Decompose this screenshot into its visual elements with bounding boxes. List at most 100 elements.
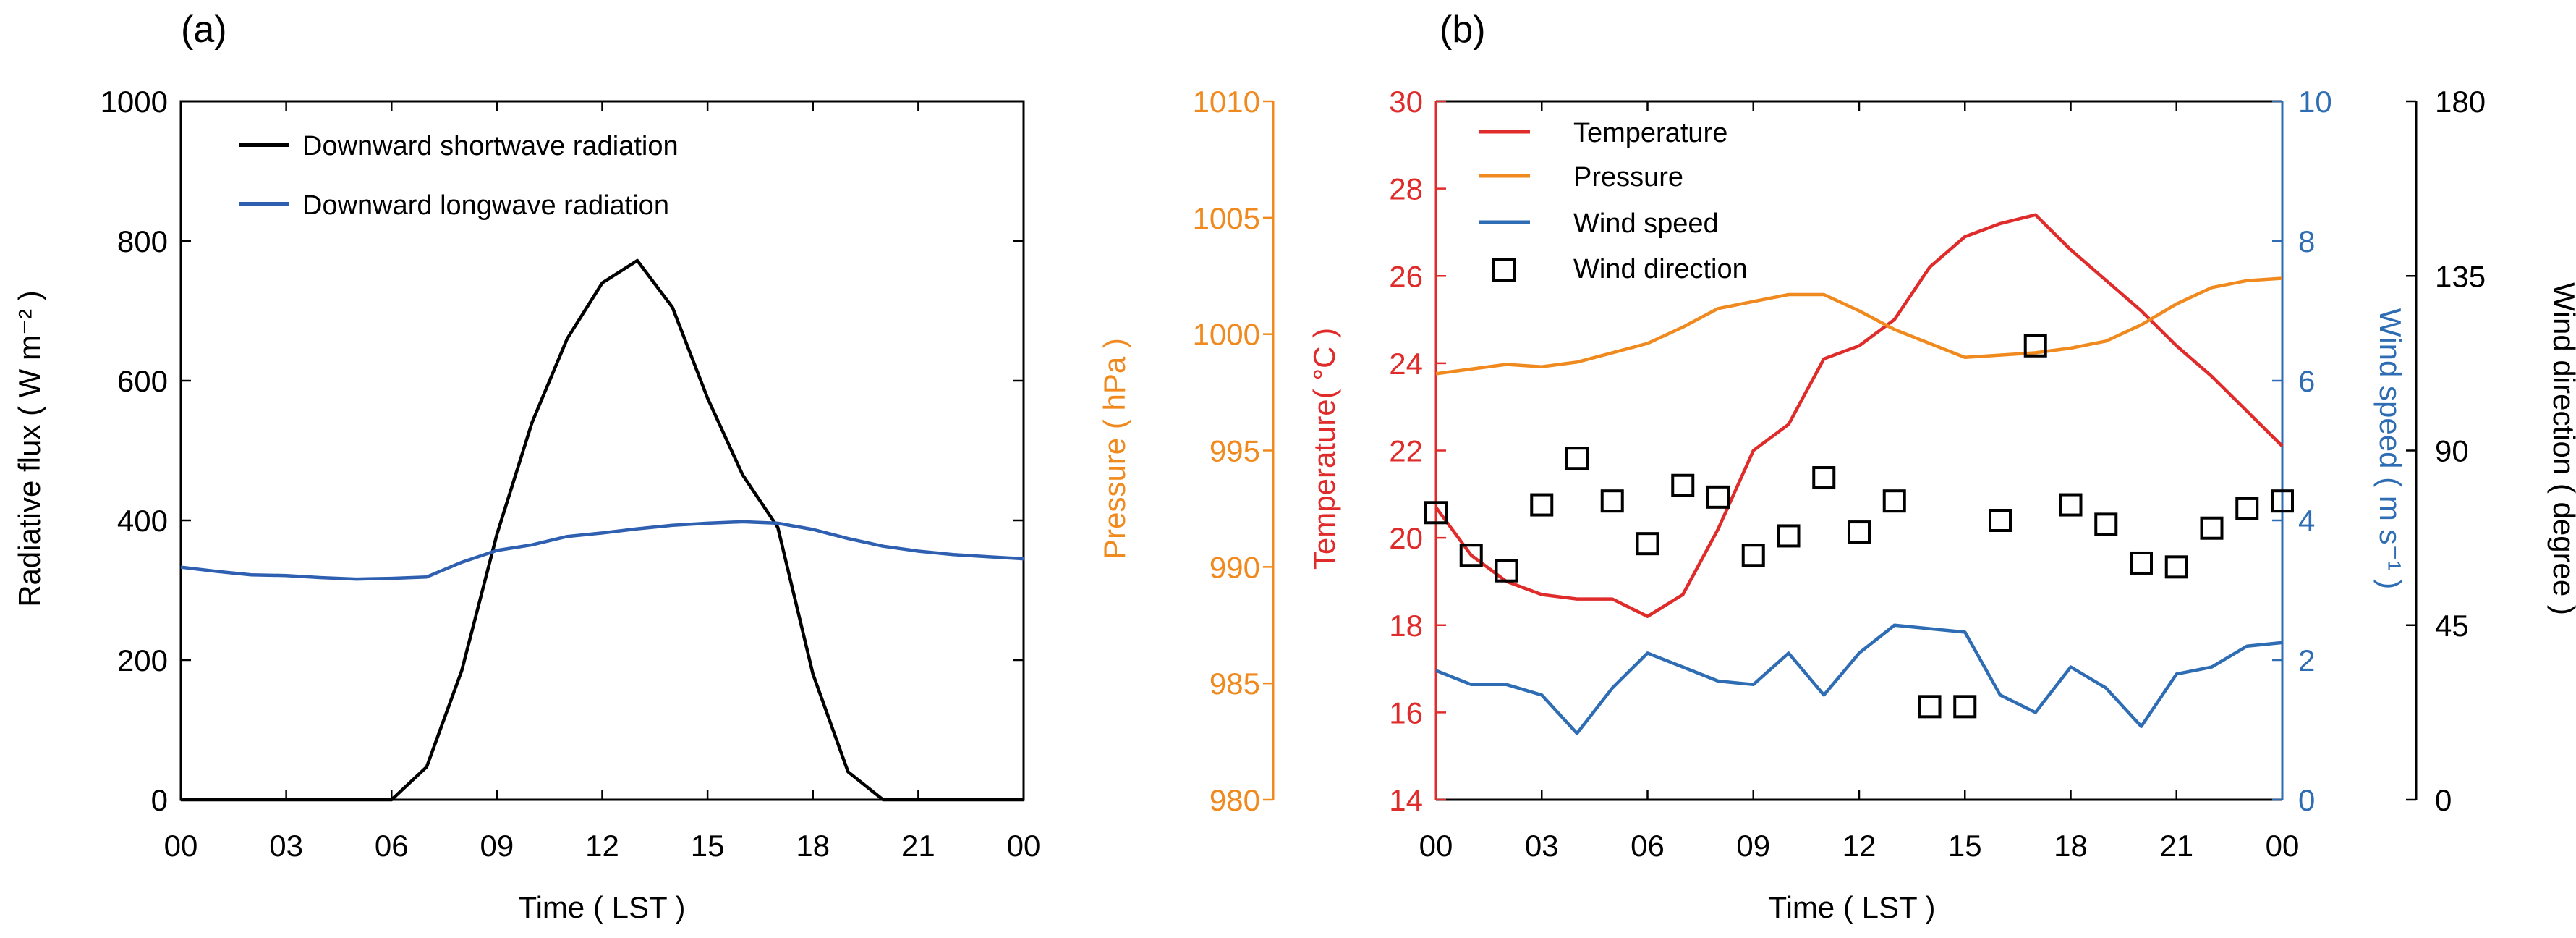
- wind-direction-marker: [1741, 544, 1765, 567]
- y-tick-label: 600: [117, 364, 168, 398]
- panel-b-label: (b): [1440, 9, 1486, 51]
- x-tick-label: 03: [269, 829, 303, 863]
- pressure-tick-label: 980: [1210, 783, 1260, 817]
- panel-b-wind-direction-markers: [1424, 334, 2294, 719]
- legend-wind-speed-label: Wind speed: [1573, 208, 1719, 239]
- wind-direction-tick-label: 0: [2435, 783, 2452, 817]
- wind-direction-marker: [2059, 493, 2083, 517]
- temperature-line: [1434, 213, 2284, 618]
- wind-direction-marker: [1989, 509, 2012, 532]
- x-tick-label: 21: [901, 829, 935, 863]
- wind-speed-tick-label: 10: [2298, 85, 2332, 119]
- wind-direction-marker: [1777, 524, 1801, 548]
- x-tick-label: 00: [2266, 829, 2300, 863]
- wind-direction-marker: [1530, 493, 1554, 517]
- wind-speed-tick-label: 2: [2298, 643, 2315, 677]
- wind-direction-marker: [1565, 447, 1589, 470]
- x-tick-label: 21: [2159, 829, 2193, 863]
- y-tick-label: 200: [117, 643, 168, 677]
- wind-direction-marker: [2271, 489, 2294, 513]
- legend-wind-direction-label: Wind direction: [1573, 254, 1748, 284]
- panel-a-legend: Downward shortwave radiation Downward lo…: [239, 131, 679, 221]
- legend-shortwave-label: Downward shortwave radiation: [302, 131, 679, 161]
- wind-speed-tick-label: 8: [2298, 224, 2315, 258]
- wind-direction-marker: [1953, 695, 1977, 719]
- panel-a-label: (a): [181, 9, 227, 51]
- wind-direction-tick-label: 135: [2435, 259, 2486, 293]
- y-tick-label: 0: [151, 783, 168, 817]
- longwave-radiation-line: [180, 520, 1024, 581]
- legend-pressure-label: Pressure: [1573, 162, 1683, 193]
- wind-direction-tick-label: 45: [2435, 609, 2469, 643]
- temperature-tick-label: 20: [1389, 521, 1423, 555]
- wind-direction-marker: [1882, 489, 1906, 513]
- wind-direction-marker: [1600, 489, 1624, 513]
- x-tick-label: 12: [1842, 829, 1876, 863]
- panel-a: 00 03 06 09 12 15 18 21 00 0 200 400 600 800 1000 Tim…: [12, 85, 1040, 924]
- x-tick-label: 12: [585, 829, 619, 863]
- wind-direction-marker: [1636, 532, 1659, 556]
- pressure-axis-label: Pressure ( hPa ): [1097, 338, 1131, 559]
- wind-direction-marker: [2130, 551, 2153, 575]
- legend-wind-direction-swatch: [1492, 258, 1516, 282]
- wind-direction-marker: [1671, 473, 1695, 497]
- x-tick-label: 06: [375, 829, 409, 863]
- pressure-line: [1435, 276, 2283, 376]
- temperature-tick-label: 30: [1389, 85, 1423, 119]
- wind-direction-marker: [1424, 501, 1448, 525]
- wind-direction-marker: [1848, 520, 1871, 544]
- panel-a-x-label: Time ( LST ): [518, 890, 685, 924]
- panel-a-x-axis: 00 03 06 09 12 15 18 21 00: [164, 101, 1041, 863]
- panel-b-legend: Temperature Pressure Wind speed Wind dir…: [1479, 118, 1748, 284]
- wind-direction-marker: [1495, 559, 1518, 583]
- pressure-tick-label: 995: [1210, 434, 1260, 468]
- x-tick-label: 00: [1419, 829, 1453, 863]
- pressure-tick-label: 1010: [1193, 85, 1260, 119]
- panel-b-axes: 00 03 06 09 12 15 18 21 009809859909951000100510…: [1193, 85, 2486, 863]
- x-tick-label: 00: [164, 829, 198, 863]
- x-tick-label: 15: [1948, 829, 1982, 863]
- wind-speed-tick-label: 0: [2298, 783, 2315, 817]
- wind-direction-marker: [2235, 497, 2259, 520]
- wind-speed-tick-label: 6: [2298, 364, 2315, 398]
- x-tick-label: 03: [1525, 829, 1559, 863]
- temperature-tick-label: 14: [1389, 783, 1423, 817]
- x-tick-label: 18: [796, 829, 830, 863]
- wind-direction-axis-label: Wind direction ( degree ): [2547, 282, 2576, 615]
- temperature-tick-label: 22: [1389, 434, 1423, 468]
- wind-speed-tick-label: 4: [2298, 504, 2315, 538]
- panel-a-y-label: Radiative flux ( W m⁻² ): [12, 290, 46, 607]
- pressure-tick-label: 1005: [1193, 201, 1260, 235]
- pressure-tick-label: 1000: [1193, 318, 1260, 352]
- temperature-tick-label: 26: [1389, 259, 1423, 293]
- pressure-tick-label: 990: [1210, 550, 1260, 584]
- y-tick-label: 1000: [101, 85, 168, 119]
- temperature-tick-label: 28: [1389, 172, 1423, 206]
- wind-direction-marker: [2164, 555, 2188, 579]
- y-tick-label: 800: [117, 224, 168, 258]
- x-tick-label: 15: [691, 829, 725, 863]
- panel-b-plot-area: [1434, 213, 2284, 735]
- panel-b: 00 03 06 09 12 15 18 21 009809859909951000100510…: [1097, 85, 2576, 924]
- wind-direction-marker: [2023, 334, 2047, 358]
- temperature-tick-label: 16: [1389, 696, 1423, 730]
- x-tick-label: 06: [1631, 829, 1665, 863]
- temperature-tick-label: 18: [1389, 609, 1423, 643]
- pressure-tick-label: 985: [1210, 667, 1260, 701]
- x-tick-label: 00: [1007, 829, 1041, 863]
- panel-a-y-axis: 0 200 400 600 800 1000: [101, 85, 1024, 817]
- wind-direction-marker: [1918, 695, 1942, 719]
- wind-speed-line: [1435, 623, 2283, 735]
- shortwave-radiation-line: [181, 258, 1024, 802]
- wind-direction-tick-label: 180: [2435, 85, 2486, 119]
- wind-direction-marker: [1706, 485, 1730, 509]
- x-tick-label: 09: [1736, 829, 1770, 863]
- wind-speed-axis-label: Wind speed ( m s⁻¹ ): [2373, 308, 2407, 590]
- wind-direction-marker: [2200, 516, 2224, 540]
- legend-longwave-label: Downward longwave radiation: [302, 190, 669, 221]
- panel-b-x-label: Time ( LST ): [1768, 890, 1935, 924]
- wind-direction-marker: [1459, 544, 1483, 567]
- y-tick-label: 400: [117, 504, 168, 538]
- wind-direction-marker: [2094, 512, 2118, 536]
